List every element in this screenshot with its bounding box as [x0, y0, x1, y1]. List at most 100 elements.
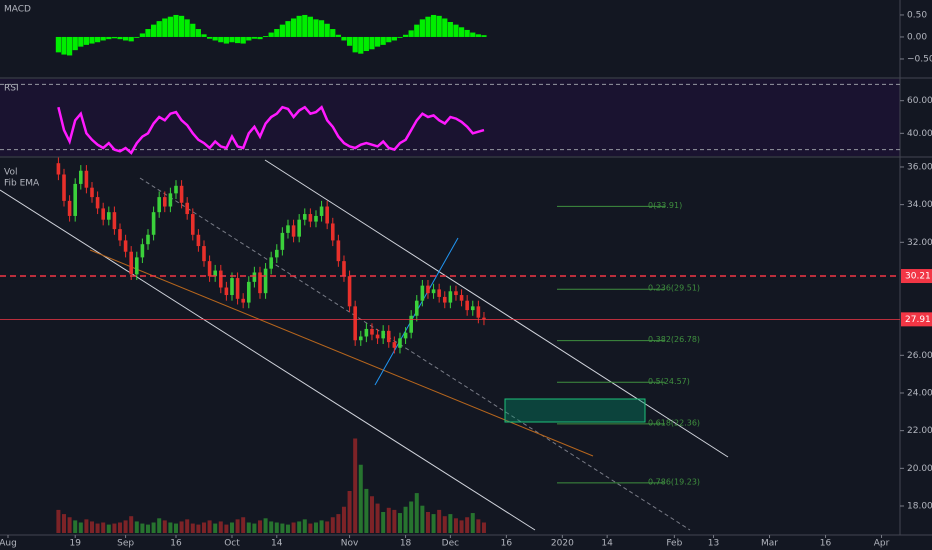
rsi-line [57, 105, 485, 155]
macd-bar [374, 36, 381, 47]
x-tick-label: Oct [224, 539, 240, 549]
candle-body [213, 270, 217, 277]
price-label: 30.21 [905, 272, 931, 282]
macd-bar [335, 34, 341, 37]
volume-bar [308, 523, 313, 533]
fib-label: 0.236(29.51) [648, 284, 700, 293]
candle-body [118, 229, 122, 241]
macd-bar [408, 30, 414, 37]
volume-bar [151, 522, 156, 533]
candle-body [482, 317, 486, 320]
y-tick-label: 36.00 [907, 162, 932, 172]
volume-bar [162, 520, 167, 533]
candle-body [437, 289, 441, 297]
volume-bar [246, 522, 251, 533]
candle-body [353, 306, 357, 341]
volume-bar [347, 491, 352, 533]
candle-body [358, 336, 363, 341]
candle-body [95, 197, 100, 209]
volume-bar [235, 519, 240, 533]
channel-line [264, 159, 729, 458]
volume-bar [112, 523, 117, 533]
candle-body [319, 206, 324, 216]
macd-bar [458, 27, 465, 37]
price-label: 27.91 [905, 315, 931, 325]
y-tick-label: −0.50 [907, 54, 932, 64]
macd-bar [302, 14, 308, 37]
volume-bar [207, 520, 212, 533]
volume-bar [358, 464, 363, 533]
volume-bar [134, 521, 139, 533]
macd-bar [346, 36, 353, 46]
candle-body [286, 225, 290, 233]
volume-bar [123, 520, 128, 533]
macd-bar [442, 18, 448, 37]
candle-body [280, 232, 285, 250]
candle-body [123, 240, 128, 252]
volume-bar [425, 512, 430, 533]
x-tick-label: Apr [874, 539, 890, 549]
candle-body [375, 334, 380, 339]
macd-bar [167, 16, 173, 37]
candle-body [409, 315, 413, 333]
macd-bar [156, 21, 162, 37]
volume-bar [145, 524, 150, 533]
candle-body [224, 287, 229, 296]
volume-bar [476, 519, 481, 533]
macd-bar [178, 15, 185, 37]
candle-body [207, 261, 212, 277]
macd-bar [223, 36, 229, 44]
volume-bar [62, 514, 67, 533]
candle-body [157, 197, 161, 213]
macd-bar [363, 36, 369, 52]
macd-bar [240, 36, 246, 44]
volume-bar [269, 521, 274, 533]
candle-body [403, 332, 408, 339]
volume-bar [465, 517, 470, 533]
volume-bar [106, 524, 111, 533]
candle-body [297, 219, 301, 237]
y-tick-label: 0.50 [907, 10, 927, 20]
candle-body [140, 244, 145, 258]
candle-body [426, 285, 430, 294]
volume-bar [213, 523, 218, 533]
volume-bar [179, 521, 184, 533]
x-tick-label: Aug [0, 539, 17, 549]
candle-body [302, 214, 307, 220]
volume-bar [459, 520, 464, 533]
macd-bar [341, 36, 347, 41]
volume-bar [201, 522, 206, 533]
volume-bar [185, 519, 190, 533]
volume-bar [117, 522, 122, 533]
macd-bar [274, 29, 280, 37]
volume-bar [297, 521, 302, 533]
volume-bar [101, 522, 106, 533]
macd-bar [162, 18, 168, 37]
volume-bar [241, 517, 246, 533]
candle-body [431, 289, 436, 294]
candle-body [392, 342, 397, 348]
macd-bar [380, 36, 386, 45]
x-tick-label: Nov [341, 539, 359, 549]
target-box [504, 398, 646, 423]
candle-body [218, 270, 223, 288]
candle-body [84, 170, 89, 188]
candle-body [202, 246, 206, 262]
volume-bar [224, 524, 229, 533]
candle-body [454, 291, 458, 296]
candle-body [420, 285, 425, 301]
candle-body [252, 272, 257, 282]
candle-body [347, 276, 352, 307]
volume-bar [190, 523, 195, 533]
volume-bar [73, 520, 78, 533]
macd-bar [262, 36, 269, 37]
fib-label: 0.382(26.78) [648, 335, 700, 344]
candle-body [230, 278, 234, 296]
candle-body [336, 240, 341, 262]
y-tick-label: 18.00 [907, 501, 932, 511]
volume-bar [229, 522, 234, 533]
candle-body [112, 212, 117, 230]
panel-title: MACD [4, 5, 31, 15]
candle-body [235, 278, 240, 299]
volume-bar [129, 516, 134, 533]
